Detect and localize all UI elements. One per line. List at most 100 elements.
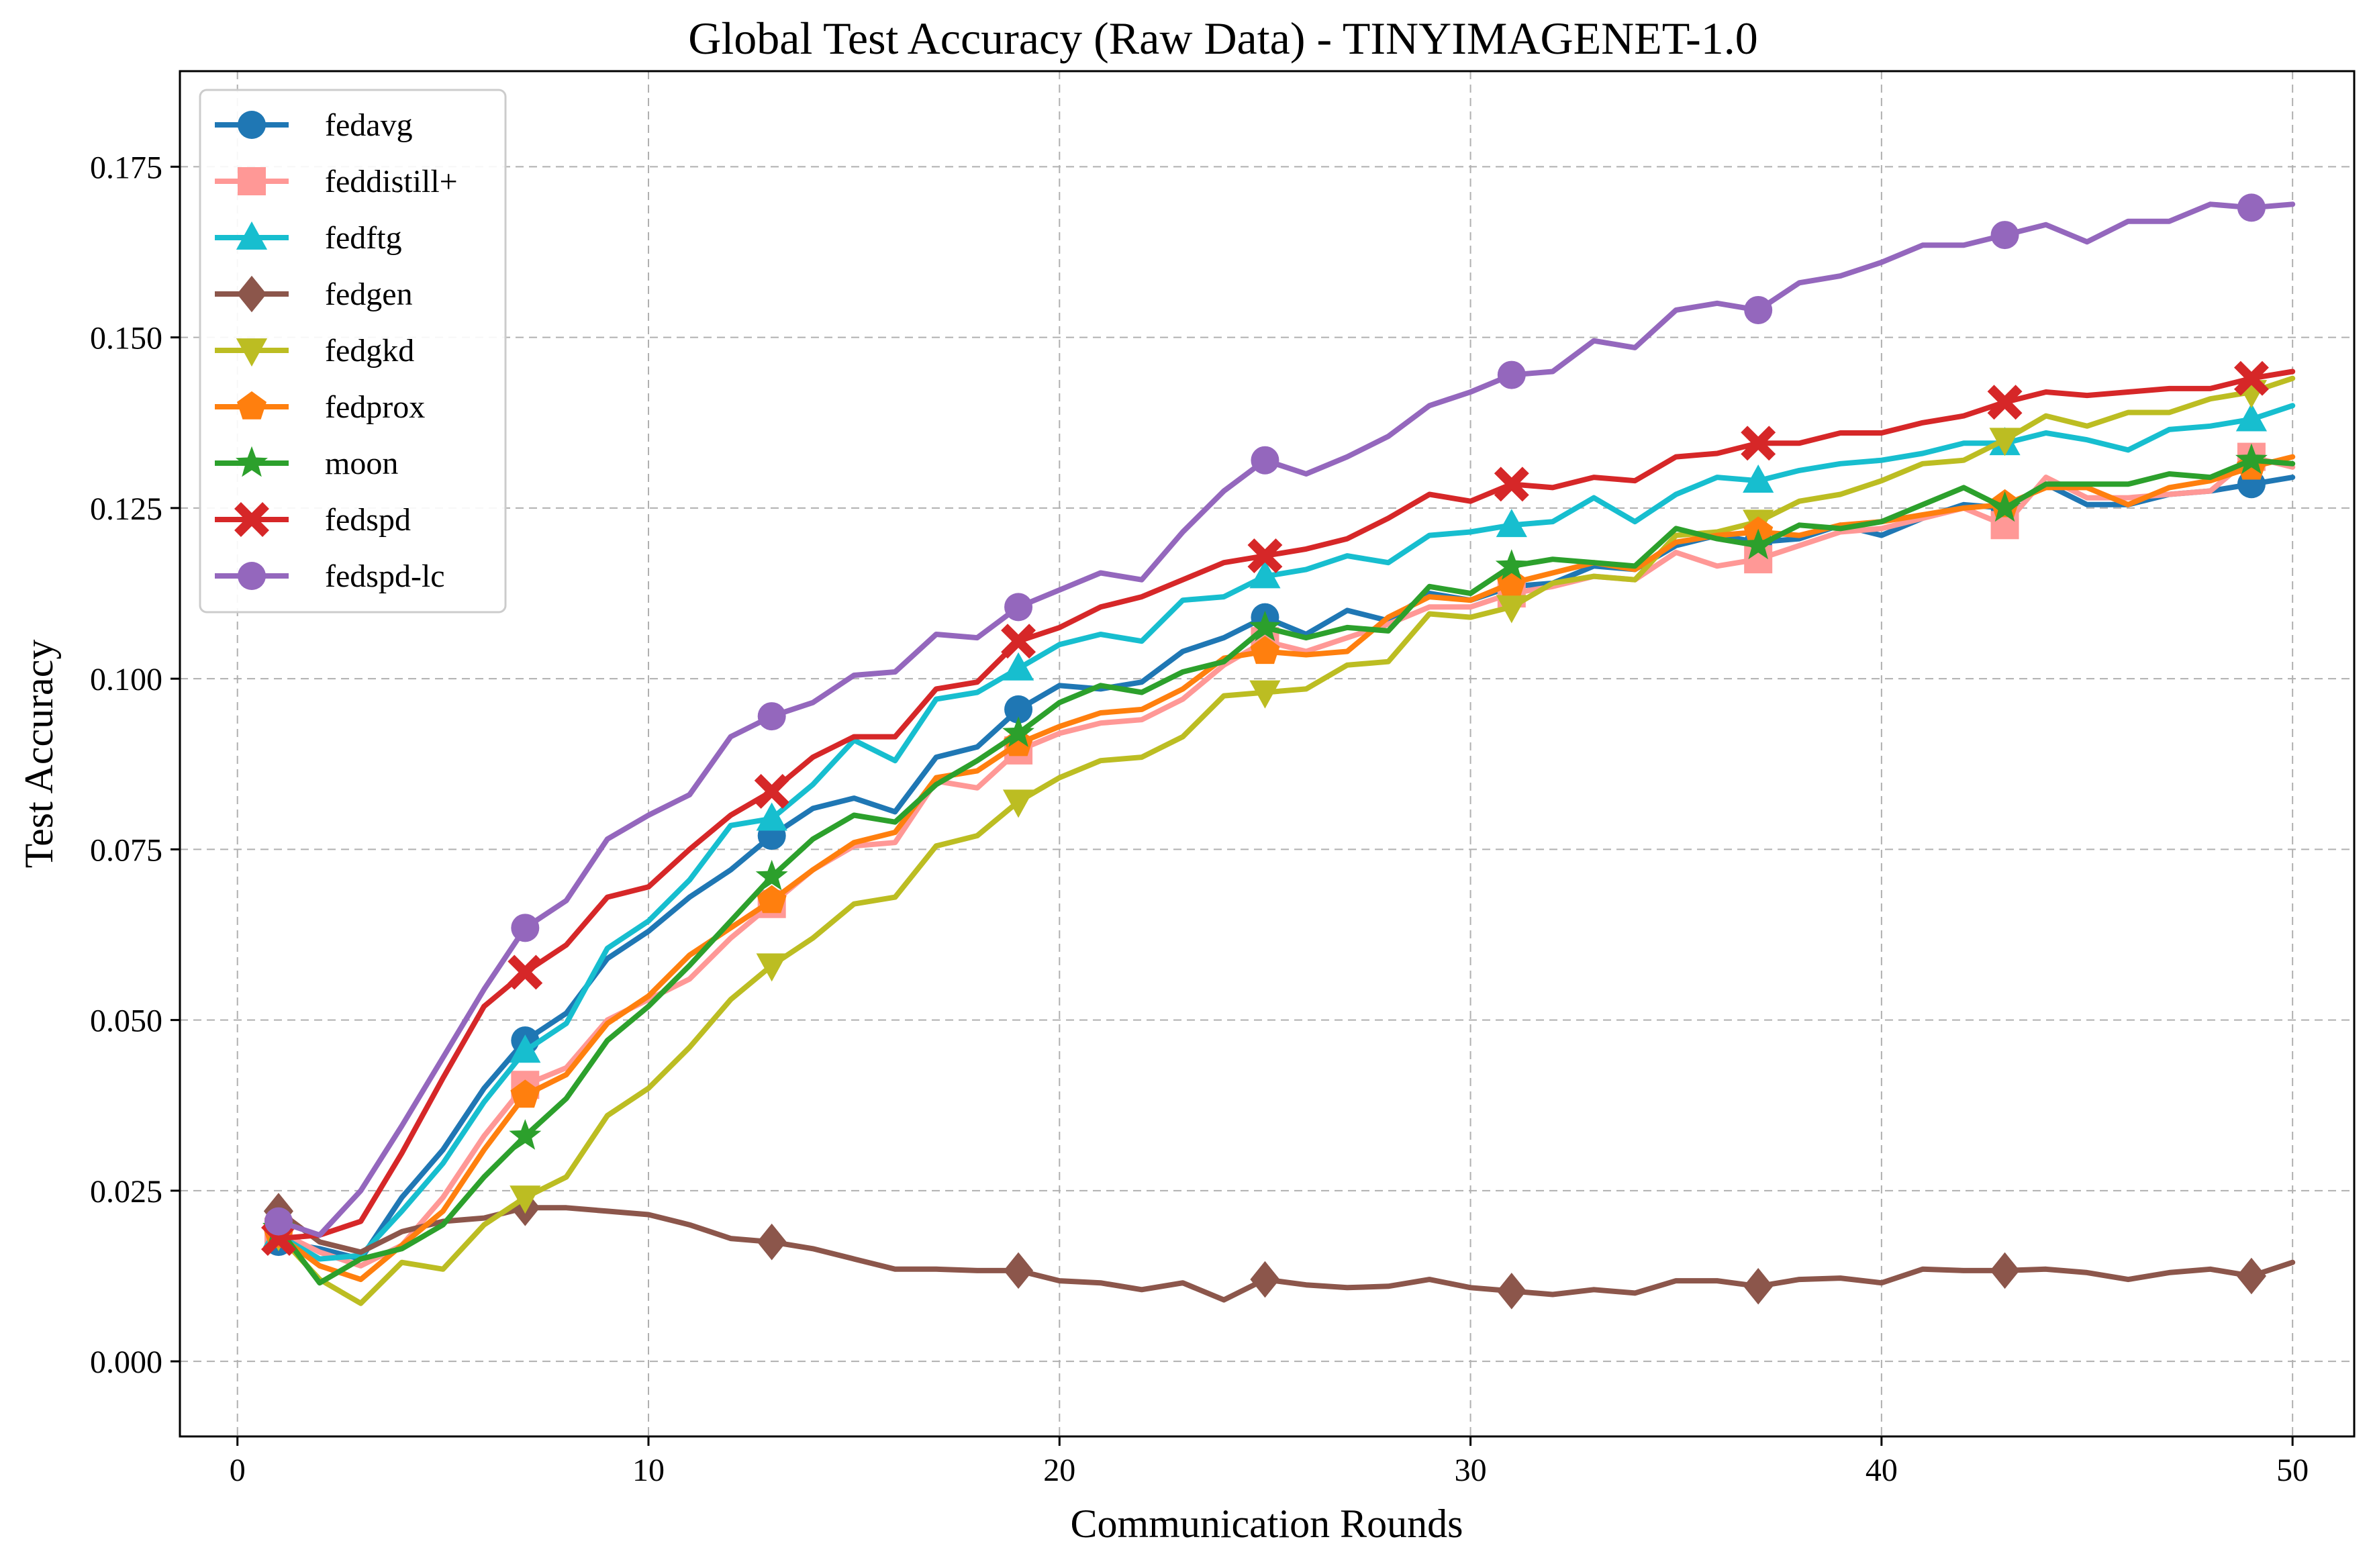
data-point-fedspd (507, 954, 543, 990)
x-axis: 0 10 20 30 40 50 (230, 1436, 2309, 1488)
legend-label: fedavg (325, 107, 413, 143)
series-line-fedprox (275, 454, 2296, 1283)
legend-marker (234, 502, 269, 537)
data-point-fedspd-lc (1004, 593, 1033, 622)
data-point-fedgen (1250, 1261, 1280, 1298)
y-tick-label: 0.100 (90, 662, 162, 697)
data-point-fedspd-lc (2237, 193, 2266, 222)
legend-label: fedgen (325, 277, 413, 312)
series-line-fedspd (275, 369, 2296, 1242)
data-point-fedspd (754, 773, 789, 809)
legend-item-fedgen: fedgen (215, 275, 413, 313)
y-tick-label: 0.075 (90, 832, 162, 868)
data-point-fedprox (757, 885, 787, 914)
y-tick-label: 0.150 (90, 321, 162, 356)
data-point-fedspd (1741, 426, 1776, 461)
x-tick-label: 30 (1455, 1453, 1487, 1488)
y-tick-label: 0.050 (90, 1003, 162, 1039)
series-fedspd-lc (264, 193, 2296, 1238)
legend-label: fedgkd (325, 333, 414, 369)
series-line-moon (275, 457, 2296, 1286)
data-point-fedgen (1990, 1252, 2020, 1289)
data-point-fedspd-lc (1744, 295, 1773, 324)
data-point-fedprox (1250, 636, 1280, 665)
series-line-fedftg (275, 403, 2296, 1262)
legend-marker (236, 275, 267, 313)
legend-item-feddistill+: feddistill+ (215, 164, 458, 199)
data-point-fedgkd (510, 1185, 541, 1214)
legend: fedavg feddistill+ fedftg fedgen fedgkd fedpr… (199, 89, 507, 614)
data-point-fedgkd (1496, 595, 1527, 624)
legend-label: fedprox (325, 389, 425, 425)
series-line-fedgkd (275, 375, 2296, 1306)
data-point-fedspd-lc (511, 914, 540, 942)
series-fedftg (262, 403, 2296, 1262)
data-point-moon (2235, 443, 2268, 475)
data-point-fedspd (2233, 360, 2269, 396)
x-axis-label: Communication Rounds (1071, 1502, 1463, 1546)
y-tick-label: 0.025 (90, 1174, 162, 1210)
data-point-moon (1002, 716, 1034, 747)
data-point-fedspd-lc (1990, 221, 2019, 250)
chart-title: Global Test Accuracy (Raw Data) - TINYIM… (688, 13, 1757, 64)
legend-marker (236, 338, 268, 367)
data-point-fedgkd (756, 953, 787, 982)
data-point-fedgen (1004, 1252, 1034, 1289)
legend-item-moon: moon (215, 446, 398, 481)
y-axis: 0.000 0.025 0.050 0.075 0.100 0.125 0.150 0.175 (90, 150, 180, 1380)
series-lines (260, 193, 2296, 1310)
data-point-fedspd (1494, 467, 1529, 502)
y-tick-label: 0.125 (90, 491, 162, 527)
data-point-fedspd-lc (757, 702, 786, 731)
x-tick-label: 40 (1866, 1453, 1898, 1488)
x-tick-label: 50 (2276, 1453, 2309, 1488)
data-point-fedftg (1743, 464, 1774, 493)
series-line-fedspd-lc (275, 201, 2296, 1238)
data-point-fedftg (1496, 509, 1527, 538)
data-point-fedgkd (1002, 789, 1034, 818)
data-point-fedspd-lc (1497, 360, 1526, 389)
data-point-fedgen (2236, 1257, 2266, 1295)
data-point-fedspd-lc (1251, 446, 1279, 475)
legend-item-fedspd-lc: fedspd-lc (215, 558, 445, 594)
data-point-fedspd (1987, 385, 2023, 420)
data-point-fedprox (510, 1079, 540, 1108)
data-point-fedspd (1247, 538, 1283, 574)
y-axis-label: Test Accuracy (17, 640, 61, 869)
legend-item-fedavg: fedavg (215, 107, 413, 143)
data-point-fedavg (1004, 695, 1033, 724)
data-point-moon (509, 1119, 542, 1150)
data-point-fedgen (1496, 1273, 1527, 1310)
data-point-fedftg (2235, 403, 2268, 432)
data-point-fedftg (756, 802, 787, 831)
data-point-fedgkd (1989, 428, 2021, 456)
legend-marker (236, 221, 268, 250)
plot-frame (179, 70, 2356, 1438)
legend-label: fedspd-lc (325, 558, 445, 594)
legend-label: feddistill+ (325, 164, 458, 199)
data-point-moon (1988, 491, 2021, 522)
y-tick-label: 0.175 (90, 150, 162, 185)
legend-item-fedftg: fedftg (215, 220, 402, 256)
data-point-fedgen (1743, 1267, 1774, 1305)
legend-item-fedgkd: fedgkd (215, 333, 414, 369)
data-point-fedgen (757, 1223, 787, 1261)
x-tick-label: 20 (1043, 1453, 1075, 1488)
legend-marker (238, 562, 266, 590)
data-point-fedspd-lc (264, 1207, 293, 1236)
x-tick-label: 0 (230, 1453, 246, 1488)
y-tick-label: 0.000 (90, 1344, 162, 1380)
data-point-moon (1495, 549, 1528, 580)
x-tick-label: 10 (632, 1453, 665, 1488)
data-point-fedftg (510, 1034, 541, 1063)
data-point-moon (1742, 528, 1775, 560)
legend-label: fedftg (325, 220, 402, 256)
data-point-fedspd (1001, 624, 1036, 659)
series-line-fedgen (275, 1205, 2296, 1303)
legend-item-fedprox: fedprox (215, 389, 425, 425)
legend-marker (237, 391, 267, 420)
legend-box (199, 89, 507, 614)
legend-item-fedspd: fedspd (215, 502, 411, 538)
data-point-fedftg (1249, 560, 1281, 589)
legend-marker (238, 167, 266, 195)
